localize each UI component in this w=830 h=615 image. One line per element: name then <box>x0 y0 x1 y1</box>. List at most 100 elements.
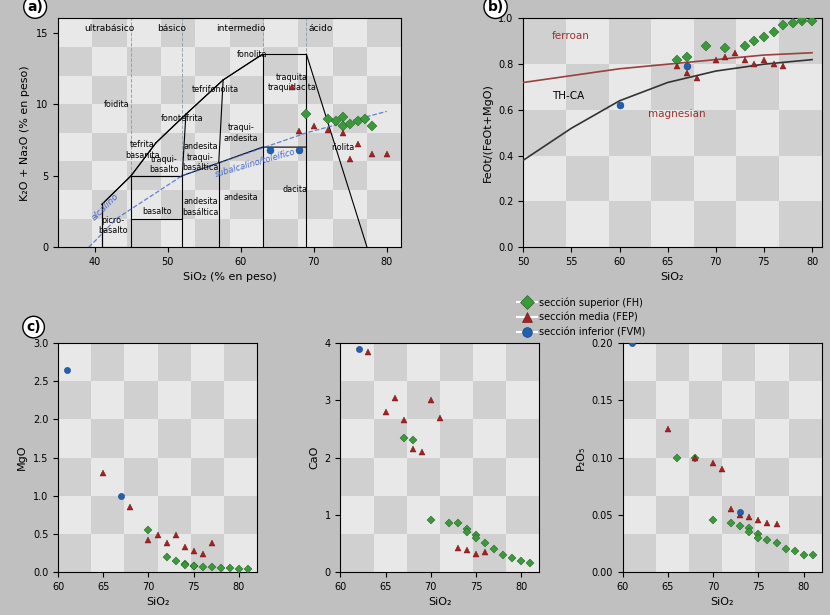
Y-axis label: CaO: CaO <box>309 446 319 469</box>
Bar <box>58 47 92 76</box>
Bar <box>608 202 652 247</box>
Bar <box>656 381 689 419</box>
Bar <box>191 381 224 419</box>
Bar <box>158 419 191 458</box>
Text: subalcalino/toleífico: subalcalino/toleífico <box>214 147 296 179</box>
Bar <box>694 64 736 110</box>
Bar <box>161 76 195 104</box>
Bar <box>230 76 264 104</box>
Bar <box>224 534 257 572</box>
Bar <box>127 218 161 247</box>
Bar <box>722 381 755 419</box>
Bar <box>622 343 656 381</box>
Bar <box>608 156 652 202</box>
Bar <box>523 64 566 110</box>
Bar <box>298 104 333 133</box>
Bar <box>506 381 540 419</box>
Bar <box>224 496 257 534</box>
Bar <box>608 64 652 110</box>
Bar <box>367 104 402 133</box>
Bar <box>566 202 608 247</box>
Bar <box>58 343 91 381</box>
Bar <box>374 458 407 496</box>
Text: andesita
basáltica: andesita basáltica <box>183 197 218 217</box>
Bar <box>473 534 506 572</box>
Bar <box>407 496 440 534</box>
Bar <box>127 76 161 104</box>
Bar <box>652 202 694 247</box>
Bar <box>722 343 755 381</box>
Bar <box>608 18 652 64</box>
Bar <box>127 161 161 190</box>
Bar <box>264 104 298 133</box>
Bar <box>191 343 224 381</box>
Bar <box>298 76 333 104</box>
Text: foidita: foidita <box>104 100 129 109</box>
Bar <box>58 496 91 534</box>
X-axis label: SiO₂ (% en peso): SiO₂ (% en peso) <box>183 272 276 282</box>
Bar <box>340 496 374 534</box>
Bar <box>124 496 158 534</box>
Bar <box>523 156 566 202</box>
Bar <box>407 458 440 496</box>
Bar <box>195 161 230 190</box>
Bar <box>333 76 367 104</box>
Bar <box>440 496 473 534</box>
Bar <box>656 496 689 534</box>
Bar <box>58 419 91 458</box>
Bar <box>333 104 367 133</box>
Bar <box>694 110 736 156</box>
Bar <box>191 534 224 572</box>
Bar <box>124 534 158 572</box>
Text: alcalino: alcalino <box>90 192 121 223</box>
Bar <box>736 64 779 110</box>
Bar <box>333 133 367 161</box>
Bar <box>656 458 689 496</box>
Text: basalto: basalto <box>142 207 172 216</box>
Bar <box>694 202 736 247</box>
Text: andesita: andesita <box>223 192 258 202</box>
Bar <box>656 419 689 458</box>
Bar <box>92 190 127 218</box>
Text: traqui-
basalto: traqui- basalto <box>149 154 178 174</box>
Bar <box>92 161 127 190</box>
Bar <box>195 76 230 104</box>
Bar <box>264 76 298 104</box>
Bar <box>298 190 333 218</box>
Text: traqui-
andesita: traqui- andesita <box>223 123 258 143</box>
Bar <box>622 458 656 496</box>
Bar <box>473 496 506 534</box>
Text: ácido: ácido <box>309 24 333 33</box>
Bar <box>367 218 402 247</box>
Bar <box>58 104 92 133</box>
Bar <box>374 496 407 534</box>
Bar <box>374 419 407 458</box>
Bar <box>407 381 440 419</box>
Bar <box>440 381 473 419</box>
Bar <box>506 458 540 496</box>
Y-axis label: K₂O + Na₂O (% en peso): K₂O + Na₂O (% en peso) <box>21 65 31 200</box>
Bar <box>191 419 224 458</box>
Bar <box>230 218 264 247</box>
Bar <box>736 18 779 64</box>
Bar <box>124 381 158 419</box>
Bar <box>722 458 755 496</box>
Y-axis label: FeOt/(FeOt+MgO): FeOt/(FeOt+MgO) <box>482 84 492 182</box>
Bar <box>161 161 195 190</box>
Text: traquita
traquidacita: traquita traquidacita <box>267 73 316 92</box>
Bar <box>566 110 608 156</box>
Bar <box>124 343 158 381</box>
Bar <box>58 381 91 419</box>
Bar <box>158 496 191 534</box>
Bar <box>230 47 264 76</box>
Text: TH-CA: TH-CA <box>552 90 584 100</box>
Bar <box>652 156 694 202</box>
Bar <box>755 419 788 458</box>
Bar <box>367 18 402 47</box>
Text: riolita: riolita <box>331 143 354 152</box>
Bar <box>523 110 566 156</box>
Bar <box>440 458 473 496</box>
Bar <box>58 161 92 190</box>
Bar <box>473 343 506 381</box>
X-axis label: SiO₂: SiO₂ <box>146 597 169 607</box>
